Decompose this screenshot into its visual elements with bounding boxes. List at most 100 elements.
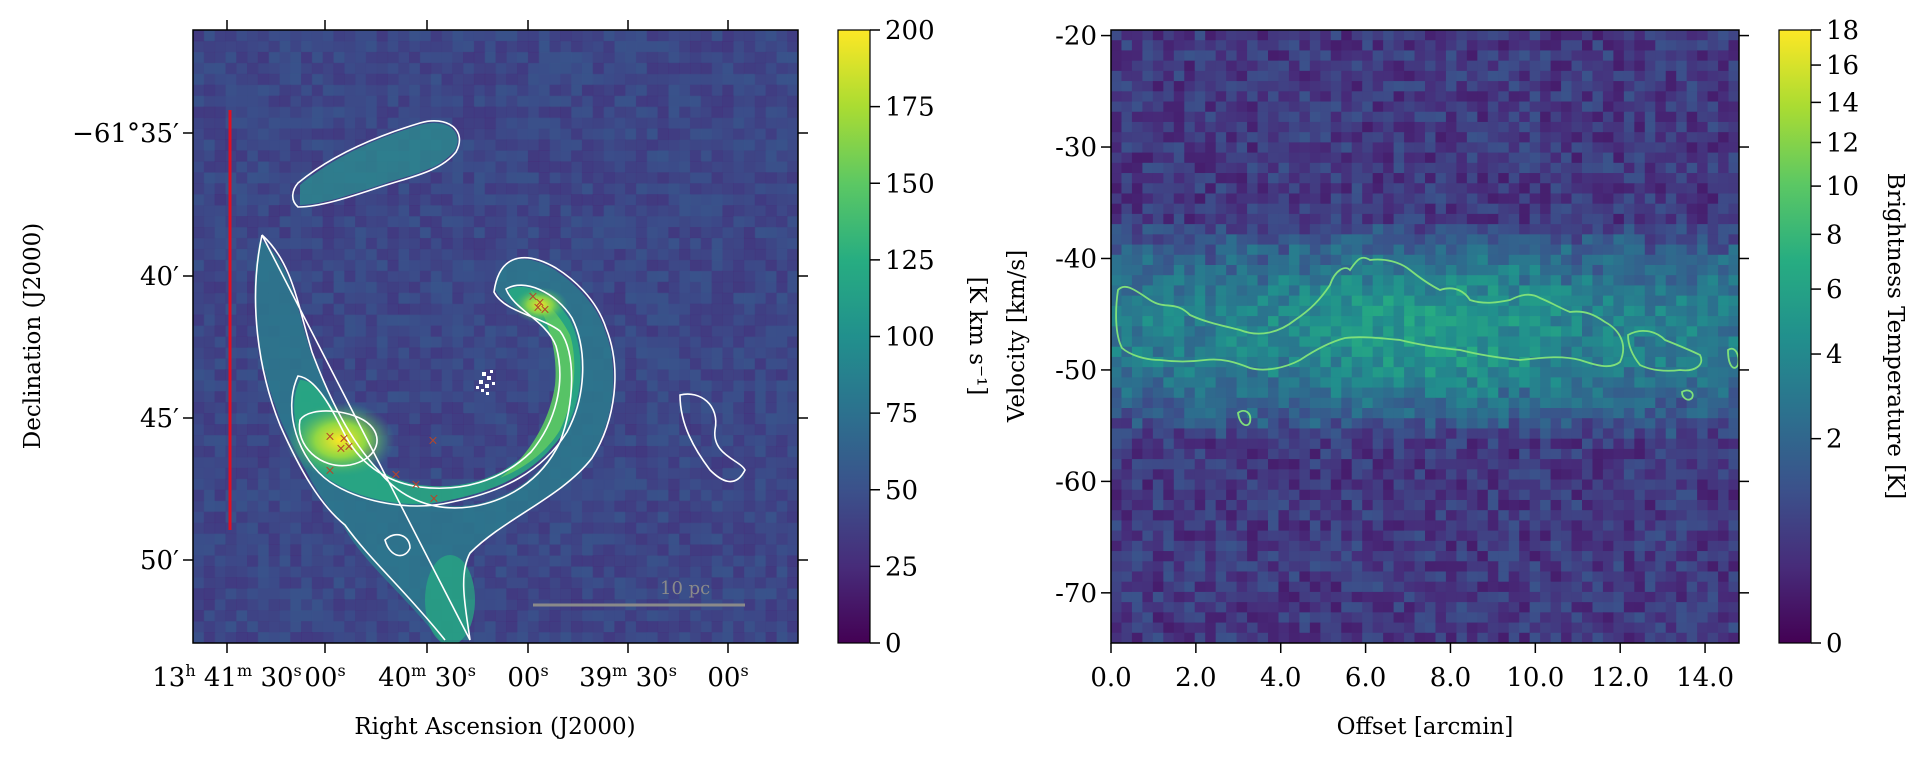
left-map-pixel (214, 380, 227, 392)
left-map-pixel (495, 380, 507, 392)
right-map-pixel (1163, 81, 1175, 92)
right-map-pixel (1299, 142, 1311, 154)
left-map-pixel (614, 128, 626, 141)
left-map-pixel (743, 610, 756, 622)
left-map-pixel (387, 588, 399, 600)
left-map-pixel (441, 358, 453, 370)
left-map-pixel (603, 292, 615, 305)
left-colorbar-tick-label: 50 (885, 476, 918, 506)
left-map-pixel (203, 40, 216, 53)
right-map-pixel (1466, 152, 1478, 164)
left-map-pixel (603, 259, 615, 272)
right-map-pixel (1194, 244, 1206, 256)
left-map-pixel (387, 248, 399, 261)
left-map-pixel (430, 227, 443, 239)
left-map-pixel (646, 424, 659, 436)
left-map-pixel (754, 183, 767, 195)
left-map-pixel (203, 237, 216, 250)
left-map-pixel (603, 84, 615, 97)
left-x-tick-label: 00s (507, 661, 548, 693)
right-map-pixel (1550, 203, 1562, 215)
left-map-pixel (679, 511, 691, 524)
left-map-pixel (679, 73, 691, 86)
left-map-pixel (214, 511, 227, 524)
left-map-pixel (754, 161, 767, 173)
left-map-pixel (365, 599, 378, 611)
right-map-pixel (1644, 264, 1656, 276)
left-map-pixel (344, 73, 356, 86)
left-map-pixel (517, 435, 529, 447)
right-map-pixel (1550, 101, 1562, 113)
left-colorbar-label: [K km s⁻¹] (964, 277, 990, 396)
left-map-pixel (689, 30, 702, 42)
right-map-pixel (1445, 295, 1457, 307)
left-colorbar-tick-label: 175 (885, 93, 935, 123)
right-map-pixel (1561, 132, 1573, 143)
source-marker: × (533, 301, 544, 316)
right-map-pixel (1393, 213, 1405, 225)
right-map-pixel (1215, 264, 1227, 276)
left-map-pixel (473, 270, 486, 283)
right-map-pixel (1519, 70, 1531, 82)
right-map-pixel (1686, 213, 1698, 225)
left-map-pixel (290, 555, 302, 567)
left-map-pixel (484, 413, 497, 425)
left-map-pixel (365, 577, 378, 589)
right-map-pixel (1236, 40, 1248, 52)
left-map-pixel (236, 500, 248, 513)
right-map-pixel (1477, 70, 1489, 82)
left-map-pixel (506, 522, 518, 535)
left-map-pixel (765, 522, 777, 535)
left-map-pixel (603, 227, 615, 239)
right-map-pixel (1498, 305, 1510, 317)
left-map-pixel (711, 511, 723, 524)
right-map-pixel (1707, 244, 1719, 256)
right-map-pixel (1393, 70, 1405, 82)
left-map-pixel (430, 84, 443, 97)
left-map-pixel (441, 259, 453, 272)
left-map-pixel (754, 489, 767, 502)
left-map-pixel (193, 566, 205, 578)
right-map-pixel (1571, 254, 1583, 266)
right-map-pixel (1592, 111, 1604, 123)
right-map-pixel (1477, 142, 1489, 154)
right-map-pixel (1445, 244, 1457, 256)
left-map-pixel (679, 314, 691, 327)
left-map-pixel (538, 391, 551, 403)
right-map-pixel (1602, 305, 1614, 317)
right-map-pixel (1131, 142, 1143, 154)
left-map-pixel (743, 128, 756, 141)
left-map-pixel (473, 588, 486, 600)
right-map-pixel (1561, 142, 1573, 154)
left-map-pixel (538, 358, 551, 370)
right-map-pixel (1247, 183, 1259, 195)
right-map-pixel (1131, 70, 1143, 82)
right-map-pixel (1582, 234, 1594, 246)
right-map-pixel (1697, 101, 1709, 113)
left-map-pixel (506, 194, 518, 206)
left-map-pixel (689, 358, 702, 370)
right-map-pixel (1330, 40, 1342, 52)
left-map-pixel (603, 456, 615, 469)
right-map-pixel (1665, 264, 1677, 276)
left-map-pixel (657, 621, 669, 633)
left-map-pixel (387, 117, 399, 130)
right-map-pixel (1676, 275, 1688, 287)
right-map-pixel (1247, 142, 1259, 154)
left-map-pixel (344, 336, 356, 349)
left-map-pixel (722, 566, 734, 578)
left-map-pixel (603, 435, 615, 447)
left-map-pixel (311, 347, 324, 359)
right-map-pixel (1561, 121, 1573, 133)
right-map-pixel (1194, 91, 1206, 103)
left-map-pixel (409, 270, 421, 283)
left-map-pixel (193, 391, 205, 403)
left-map-pixel (365, 566, 378, 578)
left-map-pixel (679, 566, 691, 578)
left-map-pixel (247, 347, 259, 359)
right-map-pixel (1404, 234, 1416, 246)
left-map-pixel (365, 248, 378, 261)
left-map-pixel (625, 424, 637, 436)
left-map-pixel (689, 325, 702, 338)
right-map-pixel (1519, 101, 1531, 113)
